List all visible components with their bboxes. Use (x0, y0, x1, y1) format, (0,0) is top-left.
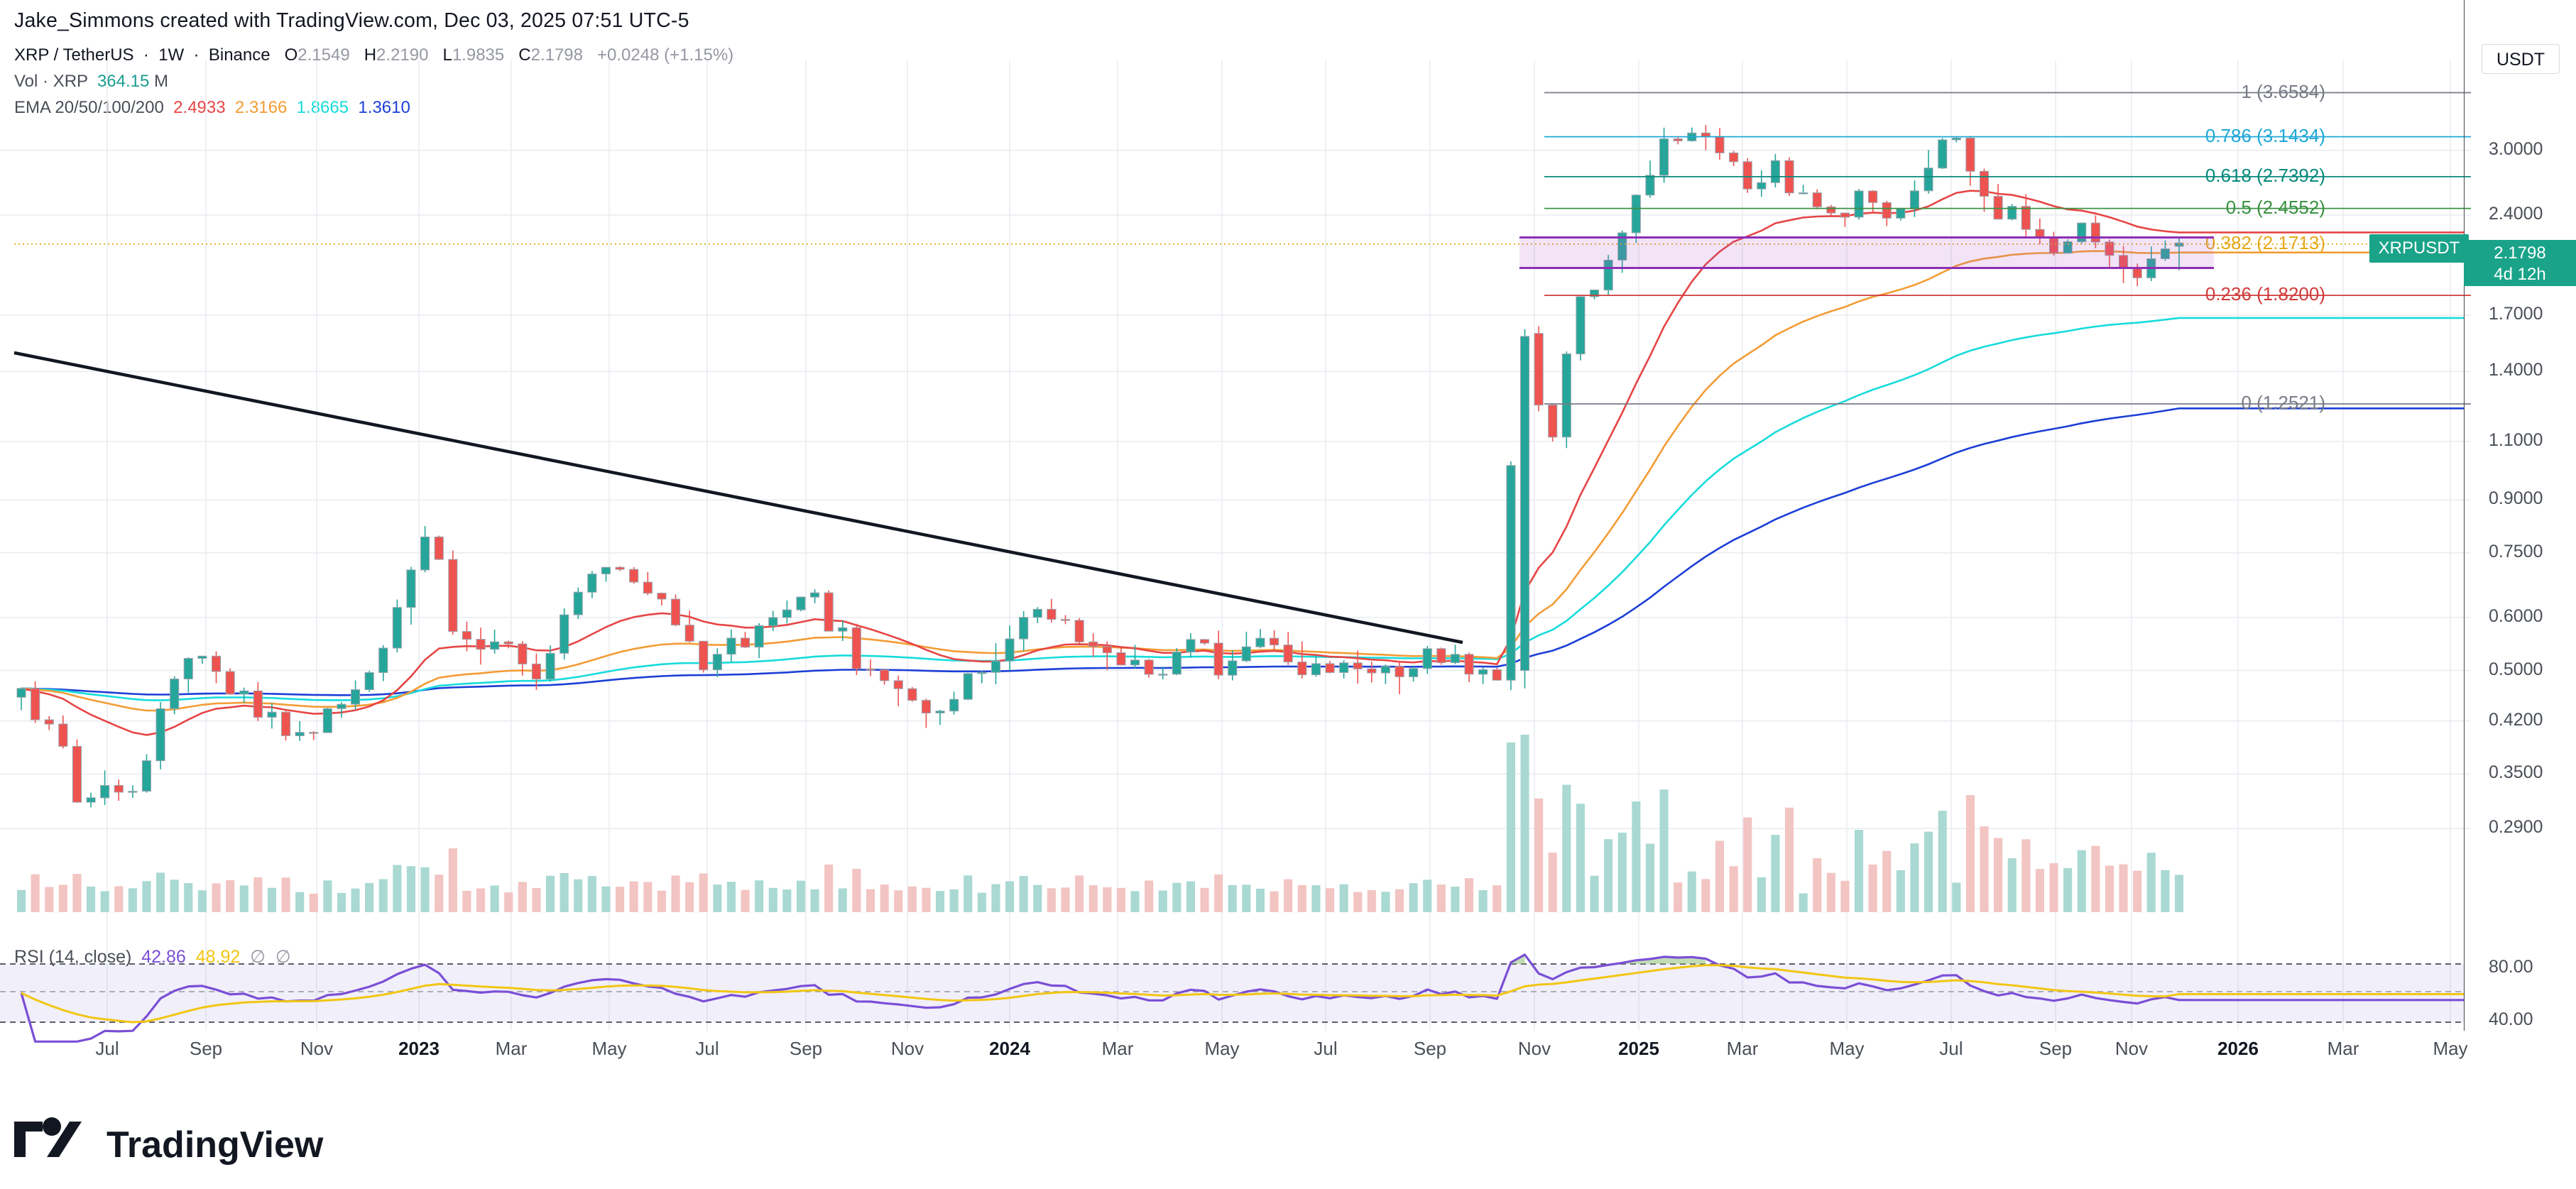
svg-text:TradingView: TradingView (107, 1124, 324, 1166)
